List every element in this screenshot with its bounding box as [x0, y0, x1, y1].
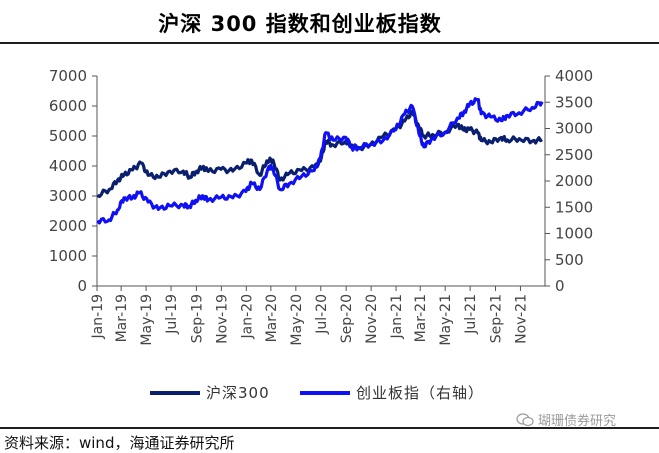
source-note: 资料来源：wind，海通证券研究所 — [4, 434, 235, 452]
right-tick-label: 3500 — [555, 93, 593, 111]
x-tick-label: Sep-19 — [189, 294, 205, 343]
x-tick-label: Nov-21 — [513, 294, 529, 344]
right-tick-label: 2000 — [555, 172, 593, 190]
x-tick-label: May-19 — [139, 294, 155, 346]
watermark: 瑚珊债券研究 — [516, 410, 616, 429]
line-chart: 0 1000 2000 3000 4000 5000 6000 7000 0 500 1000 150… — [49, 67, 593, 402]
x-tick-label: Mar-21 — [413, 294, 429, 342]
right-tick-label: 0 — [555, 277, 565, 295]
watermark-text: 瑚珊债券研究 — [538, 414, 617, 429]
x-tick-label: Jan-21 — [389, 294, 405, 339]
legend: 沪深300 创业板指（右轴） — [150, 384, 484, 402]
x-tick-label: Sep-20 — [339, 294, 355, 343]
x-tick-label: Nov-20 — [364, 294, 380, 344]
wechat-icon — [516, 412, 534, 426]
right-tick-label: 2500 — [555, 146, 593, 164]
chart-title: 沪深 300 指数和创业板指数 — [158, 12, 442, 36]
series-line-chinext — [96, 97, 544, 225]
series-line-hs300 — [96, 109, 543, 199]
x-tick-label: Jan-19 — [90, 294, 106, 339]
legend-label: 沪深300 — [206, 384, 270, 402]
legend-label: 创业板指（右轴） — [356, 384, 484, 402]
x-tick-label: May-20 — [289, 294, 305, 346]
title-bar: 沪深 300 指数和创业板指数 — [0, 0, 659, 44]
x-tick-label: Jan-20 — [239, 294, 255, 339]
left-tick-label: 4000 — [49, 157, 87, 175]
left-tick-label: 3000 — [49, 187, 87, 205]
right-tick-label: 4000 — [555, 67, 593, 85]
x-tick-label: Sep-21 — [488, 294, 504, 343]
right-tick-label: 500 — [555, 251, 584, 269]
left-tick-label: 5000 — [49, 127, 87, 145]
x-tick-label: Jul-21 — [463, 294, 479, 335]
source-bar: 资料来源：wind，海通证券研究所 — [0, 427, 659, 452]
left-tick-label: 1000 — [49, 247, 87, 265]
right-tick-label: 1500 — [555, 198, 593, 216]
x-tick-label: Jul-19 — [164, 294, 180, 335]
x-tick-label: May-21 — [438, 294, 454, 346]
chart-axes: 0 1000 2000 3000 4000 5000 6000 7000 0 500 1000 150… — [49, 67, 593, 346]
x-tick-label: Jul-20 — [314, 294, 330, 335]
right-tick-label: 1000 — [555, 225, 593, 243]
right-tick-label: 3000 — [555, 120, 593, 138]
x-tick-label: Nov-19 — [214, 294, 230, 344]
x-tick-label: Mar-20 — [264, 294, 280, 342]
series-layer — [96, 97, 544, 225]
left-tick-label: 0 — [77, 277, 87, 295]
left-tick-label: 6000 — [49, 97, 87, 115]
left-tick-label: 7000 — [49, 67, 87, 85]
x-tick-label: Mar-19 — [114, 294, 130, 342]
left-tick-label: 2000 — [49, 217, 87, 235]
